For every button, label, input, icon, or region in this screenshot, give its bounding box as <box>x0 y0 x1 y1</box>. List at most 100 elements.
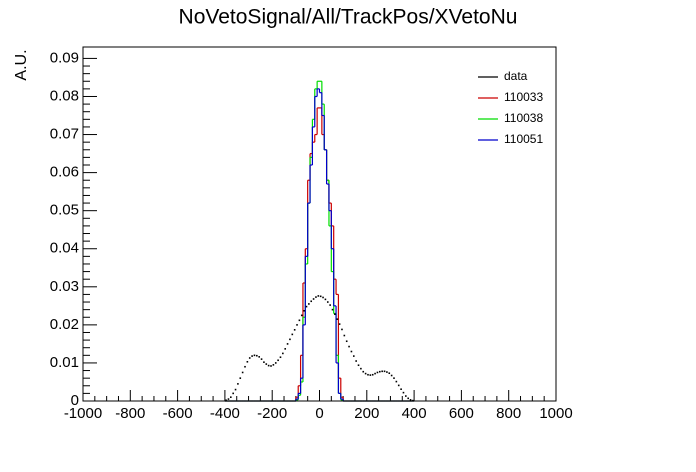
y-axis-label: A.U. <box>13 49 30 80</box>
data-point <box>345 340 348 343</box>
data-point <box>308 303 310 305</box>
y-tick-label: 0.01 <box>50 354 79 371</box>
data-point <box>343 334 346 337</box>
data-point <box>310 300 313 303</box>
data-point <box>324 298 327 301</box>
data-point <box>230 396 232 398</box>
data-point <box>376 371 379 374</box>
data-point <box>256 354 258 357</box>
data-point <box>350 350 353 353</box>
data-point <box>319 295 322 298</box>
data-point <box>237 383 239 385</box>
data-point <box>312 298 315 300</box>
legend-label: 110033 <box>504 90 543 104</box>
data-point <box>293 329 296 331</box>
data-point <box>258 356 260 358</box>
data-point <box>251 355 253 357</box>
data-point <box>282 352 284 355</box>
data-point <box>298 319 301 322</box>
data-point <box>284 348 287 350</box>
data-point <box>260 358 263 360</box>
data-point <box>326 301 329 303</box>
y-tick-label: 0.06 <box>50 164 79 181</box>
data-point <box>369 374 372 376</box>
y-tick-label: 0 <box>71 392 79 409</box>
y-tick-label: 0.02 <box>50 316 79 333</box>
data-point <box>244 365 246 368</box>
data-point <box>279 356 282 359</box>
data-point <box>341 328 343 331</box>
data-point <box>395 380 398 383</box>
data-point <box>400 388 402 390</box>
data-point <box>305 305 308 308</box>
data-point <box>386 371 388 373</box>
data-point <box>331 308 334 311</box>
data-point <box>407 397 409 400</box>
data-point <box>253 354 256 357</box>
data-point <box>246 360 249 363</box>
data-point <box>248 357 251 359</box>
x-tick-label: 0 <box>315 405 323 422</box>
data-point <box>239 377 242 379</box>
data-point <box>322 296 324 299</box>
data-point <box>390 374 393 377</box>
data-point <box>263 361 265 363</box>
data-point <box>225 399 227 402</box>
x-tick-label: 600 <box>449 405 474 422</box>
data-point <box>334 313 336 316</box>
x-tick-label: 800 <box>496 405 521 422</box>
x-tick-label: -1000 <box>64 405 102 422</box>
x-tick-label: -200 <box>257 405 287 422</box>
legend-label: data <box>504 69 528 83</box>
data-point <box>388 372 391 375</box>
data-point <box>296 324 298 326</box>
data-point <box>300 314 303 317</box>
plot-frame <box>82 46 557 402</box>
legend-label: 110051 <box>504 132 543 146</box>
data-point <box>360 367 362 370</box>
data-point <box>267 364 270 367</box>
data-point <box>241 371 244 374</box>
data-point <box>289 338 291 341</box>
data-point <box>383 370 386 373</box>
data-point <box>405 395 407 397</box>
x-tick-label: -600 <box>163 405 193 422</box>
y-tick-label: 0.08 <box>50 87 79 104</box>
data-point <box>393 377 395 379</box>
x-tick-label: -400 <box>210 405 240 422</box>
y-tick-label: 0.09 <box>50 49 79 66</box>
legend-label: 110038 <box>504 111 543 125</box>
y-tick-label: 0.04 <box>50 240 79 257</box>
data-point <box>234 388 237 391</box>
x-tick-label: 200 <box>354 405 379 422</box>
data-point <box>381 370 383 373</box>
y-tick-label: 0.05 <box>50 202 79 219</box>
data-point <box>270 365 272 367</box>
chart-title: NoVetoSignal/All/TrackPos/XVetoNu <box>179 6 518 29</box>
y-tick-label: 0.07 <box>50 126 79 143</box>
data-point <box>232 392 234 395</box>
data-point <box>355 360 357 362</box>
data-point <box>303 309 305 312</box>
data-point <box>357 364 360 367</box>
data-point <box>317 295 320 297</box>
data-point <box>352 355 355 357</box>
data-point <box>367 373 369 376</box>
data-point <box>274 362 277 364</box>
data-point <box>362 370 365 373</box>
data-point <box>291 333 294 336</box>
data-point <box>329 304 331 306</box>
data-point <box>286 343 289 345</box>
data-point <box>227 398 230 400</box>
data-point <box>265 363 268 365</box>
data-point <box>409 399 412 401</box>
x-tick-label: -800 <box>115 405 145 422</box>
data-point <box>272 364 275 366</box>
y-tick-label: 0.03 <box>50 278 79 295</box>
data-point <box>402 391 405 394</box>
data-point <box>277 359 279 362</box>
data-point <box>348 345 350 348</box>
x-tick-label: 400 <box>402 405 427 422</box>
